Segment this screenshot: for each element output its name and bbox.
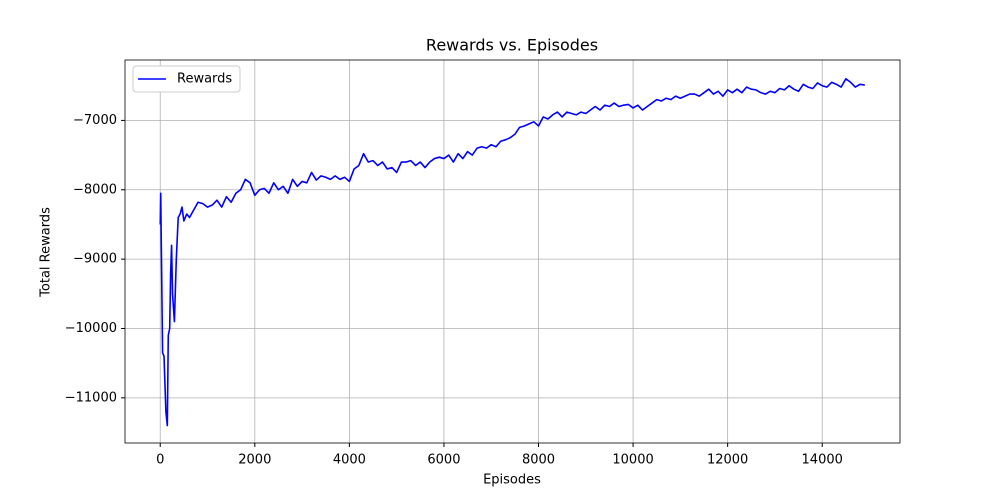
x-tick-label: 4000 (333, 453, 366, 468)
x-tick-label: 0 (156, 453, 164, 468)
x-tick-label: 2000 (238, 453, 271, 468)
x-tick-label: 12000 (707, 453, 748, 468)
x-tick-label: 8000 (522, 453, 555, 468)
legend-label: Rewards (177, 72, 232, 87)
chart-title: Rewards vs. Episodes (426, 36, 598, 55)
y-axis-label: Total Rewards (39, 207, 54, 298)
y-tick-label: −11000 (65, 390, 117, 405)
x-tick-label: 6000 (427, 453, 460, 468)
x-tick-label: 14000 (802, 453, 843, 468)
y-tick-label: −9000 (73, 252, 117, 267)
y-tick-label: −7000 (73, 113, 117, 128)
plot-frame (124, 59, 901, 444)
legend-box (132, 65, 241, 93)
data-line (159, 78, 865, 427)
x-tick-label: 10000 (612, 453, 653, 468)
y-tick-label: −8000 (73, 182, 117, 197)
y-tick-label: −10000 (65, 321, 117, 336)
x-axis-label: Episodes (483, 473, 541, 488)
